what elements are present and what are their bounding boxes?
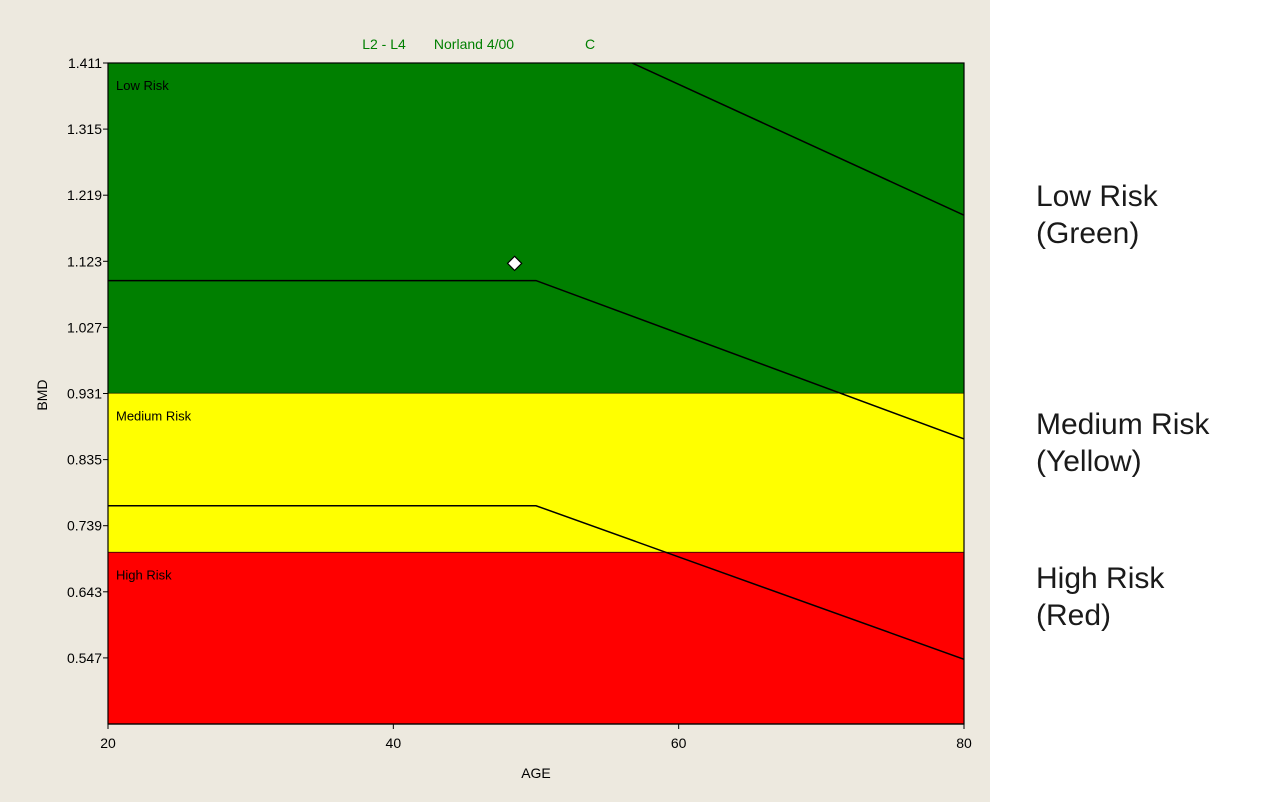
band-label: High Risk [116,568,172,583]
reference-line-2 [108,279,964,440]
band-label: Low Risk [116,78,169,93]
y-tick-label: 0.835 [67,452,102,468]
y-tick-label: 0.547 [67,650,102,666]
band-high-risk [108,552,964,724]
band-low-risk [108,63,964,394]
patient-data-point [506,255,523,272]
legend-high-risk-color: (Red) [1036,599,1112,632]
x-tick-label: 20 [100,735,116,751]
y-tick-label: 1.027 [67,319,102,335]
y-tick-label: 1.219 [67,187,102,203]
y-tick-label: 1.123 [67,253,102,269]
x-tick-label: 40 [386,735,402,751]
legend-high-risk-name: High Risk [1036,562,1165,595]
chart-title-region: L2 - L4 [362,36,406,52]
band-medium-risk [108,393,964,553]
y-tick-label: 1.411 [68,55,102,71]
legend-low-risk-color: (Green) [1036,217,1140,250]
y-tick-label: 0.931 [67,386,102,402]
legend-high-risk: High Risk (Red) [1036,560,1164,634]
legend-low-risk-name: Low Risk [1036,180,1158,213]
x-tick-label: 80 [956,735,972,751]
x-tick-label: 60 [671,735,687,751]
legend-medium-risk-name: Medium Risk [1036,408,1210,441]
bmd-chart: Low Risk Medium Risk High Risk 1.411 1.315 1.… [0,0,990,802]
x-axis-label: AGE [521,765,551,781]
y-tick-label: 0.739 [67,518,102,534]
y-axis-label: BMD [34,379,50,410]
band-label: Medium Risk [116,409,192,424]
reference-line-3 [108,504,964,660]
chart-title-code: C [585,36,595,52]
reference-line-1 [630,63,964,216]
chart-title-reference: Norland 4/00 [434,36,514,52]
y-tick-label: 1.315 [67,121,102,137]
legend-low-risk: Low Risk (Green) [1036,178,1158,252]
y-tick-label: 0.643 [67,584,102,600]
legend-medium-risk-color: (Yellow) [1036,445,1142,478]
chart-panel: Low Risk Medium Risk High Risk 1.411 1.315 1.… [0,0,990,802]
legend-medium-risk: Medium Risk (Yellow) [1036,406,1209,480]
